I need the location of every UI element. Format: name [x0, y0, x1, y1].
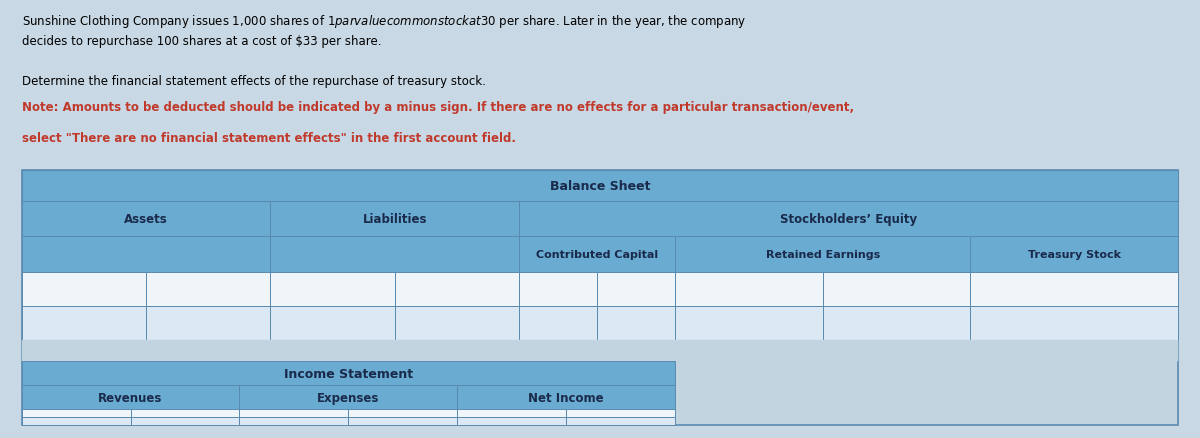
Bar [566, 409, 676, 417]
Text: Determine the financial statement effects of the repurchase of treasury stock.: Determine the financial statement effect… [22, 74, 486, 88]
Text: Income Statement: Income Statement [284, 367, 413, 380]
Bar [676, 237, 970, 272]
Bar [457, 417, 566, 425]
Text: Expenses: Expenses [317, 391, 379, 404]
Text: Liabilities: Liabilities [362, 213, 427, 226]
Bar [131, 409, 240, 417]
Bar [566, 417, 676, 425]
Bar [395, 306, 520, 340]
Text: Net Income: Net Income [528, 391, 604, 404]
Text: Sunshine Clothing Company issues 1,000 shares of $1 par value common stock at $3: Sunshine Clothing Company issues 1,000 s… [22, 13, 746, 30]
Text: Balance Sheet: Balance Sheet [550, 180, 650, 193]
Bar [520, 272, 598, 306]
Bar [22, 237, 270, 272]
Bar [598, 306, 676, 340]
Bar [676, 306, 823, 340]
Bar [22, 361, 676, 385]
Text: Retained Earnings: Retained Earnings [766, 249, 880, 259]
Text: Note: Amounts to be deducted should be indicated by a minus sign. If there are n: Note: Amounts to be deducted should be i… [22, 101, 853, 114]
Bar [457, 409, 566, 417]
Bar [22, 417, 131, 425]
Bar [22, 272, 146, 306]
Bar [270, 272, 395, 306]
Text: decides to repurchase 100 shares at a cost of $33 per share.: decides to repurchase 100 shares at a co… [22, 35, 382, 48]
Bar [22, 409, 131, 417]
Bar [22, 306, 146, 340]
Bar [970, 306, 1178, 340]
Bar [970, 272, 1178, 306]
Bar [970, 237, 1178, 272]
Text: Assets: Assets [124, 213, 168, 226]
Text: Revenues: Revenues [98, 391, 163, 404]
Bar [146, 272, 270, 306]
Text: Treasury Stock: Treasury Stock [1027, 249, 1121, 259]
Bar [676, 272, 823, 306]
Bar [22, 340, 1178, 361]
Bar [240, 417, 348, 425]
Bar [22, 171, 1178, 202]
Bar [395, 272, 520, 306]
Bar [520, 202, 1178, 237]
Text: Contributed Capital: Contributed Capital [536, 249, 658, 259]
Bar [348, 417, 457, 425]
Bar [348, 409, 457, 417]
Bar [131, 417, 240, 425]
Text: Stockholders’ Equity: Stockholders’ Equity [780, 213, 917, 226]
Bar [240, 385, 457, 409]
Bar [823, 272, 970, 306]
Bar [457, 385, 676, 409]
Bar [22, 202, 270, 237]
Bar [520, 237, 676, 272]
Bar [146, 306, 270, 340]
Bar [270, 202, 520, 237]
Bar [270, 237, 520, 272]
Bar [270, 306, 395, 340]
Bar [520, 306, 598, 340]
Text: select "There are no financial statement effects" in the first account field.: select "There are no financial statement… [22, 131, 516, 145]
Bar [22, 385, 240, 409]
Bar [598, 272, 676, 306]
Bar [823, 306, 970, 340]
Bar [240, 409, 348, 417]
